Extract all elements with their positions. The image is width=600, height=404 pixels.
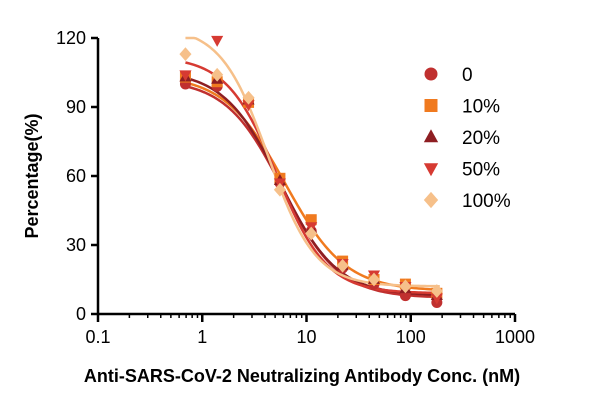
y-tick-label: 0	[76, 304, 86, 324]
data-point	[211, 67, 224, 82]
y-ticks: 0 30 60 90 120	[56, 28, 98, 324]
data-point	[430, 293, 443, 305]
x-tick-label: 1	[197, 327, 207, 347]
legend-label: 100%	[462, 191, 511, 212]
fit-curves	[185, 36, 440, 299]
legend-marker	[423, 163, 439, 177]
data-point	[336, 258, 349, 273]
data-point	[273, 182, 286, 197]
fit-curve	[185, 61, 440, 295]
x-tick-label: 1000	[495, 327, 535, 347]
data-point	[242, 100, 255, 112]
x-axis-title: Anti-SARS-CoV-2 Neutralizing Antibody Co…	[84, 366, 520, 386]
x-tick-label: 10	[296, 327, 316, 347]
x-ticks: 0.1 1 10 100 1000	[85, 314, 535, 347]
legend-label: 50%	[462, 160, 500, 181]
y-tick-label: 30	[66, 235, 86, 255]
legend-marker	[424, 67, 438, 81]
data-point	[367, 272, 381, 287]
fit-curve	[185, 85, 440, 299]
legend: 0 10% 20% 50% 100%	[423, 65, 511, 212]
legend-marker	[423, 129, 439, 143]
data-point	[179, 47, 192, 61]
data-point	[430, 284, 443, 298]
legend-label: 20%	[462, 128, 500, 149]
x-tick-label: 100	[396, 327, 426, 347]
data-point	[305, 214, 317, 226]
y-tick-label: 60	[66, 166, 86, 186]
legend-marker	[424, 99, 438, 112]
data-point	[211, 35, 224, 47]
data-point	[242, 90, 255, 105]
legend-marker	[423, 191, 439, 209]
y-tick-label: 90	[66, 97, 86, 117]
legend-label: 0	[462, 65, 473, 86]
data-point	[179, 70, 192, 82]
x-tick-label: 0.1	[85, 327, 110, 347]
y-axis-title: Percentage(%)	[22, 113, 42, 238]
data-point	[399, 279, 412, 294]
legend-label: 10%	[462, 97, 500, 118]
fit-curve	[185, 81, 440, 291]
y-tick-label: 120	[56, 28, 86, 48]
data-points	[179, 35, 443, 308]
fit-curve	[185, 36, 440, 288]
fit-curve	[185, 76, 440, 297]
data-point	[305, 226, 318, 241]
